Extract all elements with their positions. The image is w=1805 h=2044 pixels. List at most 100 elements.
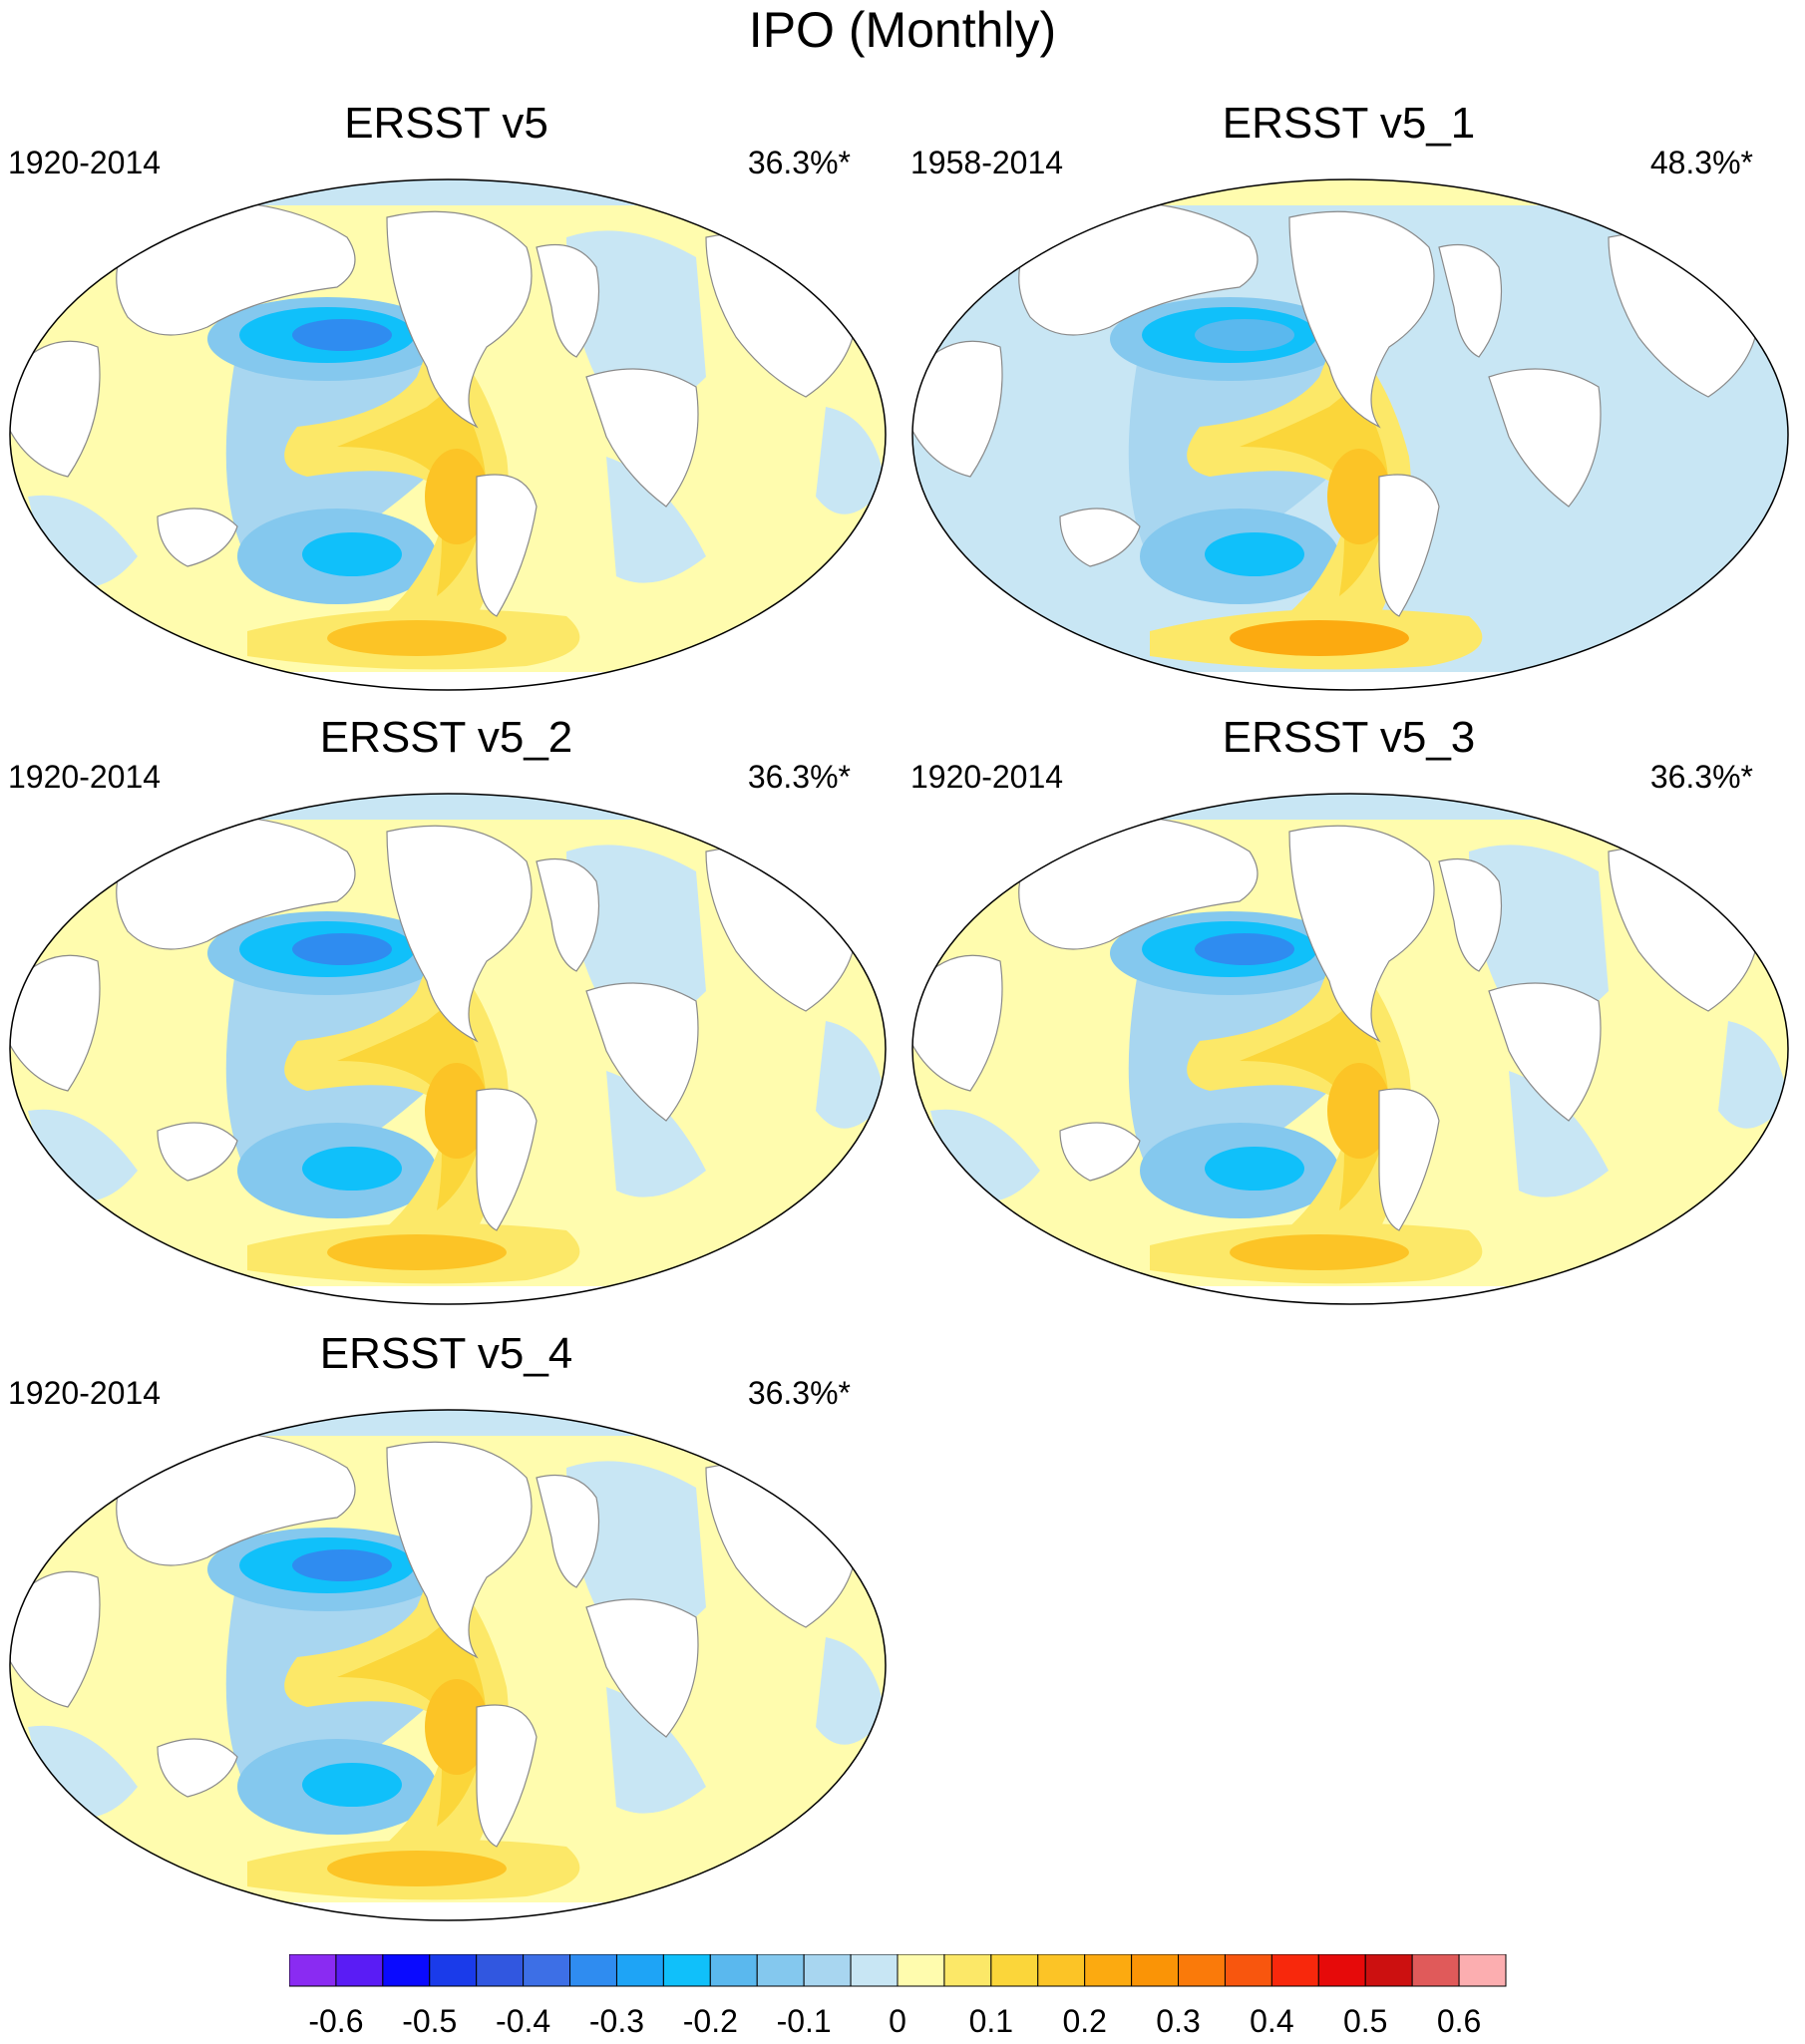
landmass	[1288, 825, 1435, 1043]
positive-anomaly-region	[337, 387, 487, 596]
map-panel: ERSST v5_1 1958-2014 48.3%*	[902, 100, 1795, 693]
positive-anomaly-region	[1240, 387, 1389, 596]
colorbar-bin	[850, 1954, 899, 1987]
negative-anomaly-region	[1509, 457, 1609, 583]
colorbar-tick-label: 0.1	[969, 2003, 1013, 2039]
antarctica	[10, 672, 886, 690]
landmass	[536, 243, 600, 358]
landmass	[585, 982, 699, 1122]
landmass	[585, 368, 699, 508]
landmass	[1059, 508, 1141, 567]
landmass	[1378, 474, 1440, 617]
colorbar-bin	[1178, 1954, 1226, 1987]
negative-anomaly-region	[816, 1637, 886, 1745]
period-label: 1958-2014	[910, 145, 1064, 180]
landmass	[386, 825, 533, 1043]
negative-anomaly-region	[302, 532, 402, 576]
positive-anomaly-region	[337, 1001, 487, 1210]
sst-pattern-map	[9, 793, 887, 1305]
landmass	[1438, 857, 1502, 972]
colorbar-bin	[1458, 1954, 1507, 1987]
colorbar-bin	[1364, 1954, 1413, 1987]
negative-anomaly-region	[302, 1763, 402, 1807]
antarctica	[912, 1286, 1788, 1304]
negative-anomaly-region	[1509, 1071, 1609, 1197]
arctic-band	[990, 179, 1708, 205]
landmass	[476, 1088, 538, 1231]
colorbar-bin	[523, 1954, 571, 1987]
negative-anomaly-region	[566, 230, 706, 413]
colorbar-bin	[615, 1954, 664, 1987]
panel-title: ERSST v5	[344, 99, 548, 148]
negative-anomaly-region	[816, 1021, 886, 1129]
arctic-band	[990, 794, 1708, 820]
landmass	[10, 954, 101, 1092]
panel-title: ERSST v5_3	[1222, 713, 1476, 762]
negative-anomaly-region	[1205, 532, 1304, 576]
sst-pattern-map	[9, 1409, 887, 1921]
colorbar-tick-label: -0.3	[589, 2003, 644, 2039]
arctic-band	[88, 1410, 806, 1436]
landmass	[386, 210, 533, 429]
colorbar-bin	[1317, 1954, 1366, 1987]
panel-title: ERSST v5_1	[1222, 99, 1476, 148]
landmass	[536, 1474, 600, 1588]
negative-anomaly-region	[1469, 230, 1609, 413]
colorbar-bin	[1224, 1954, 1272, 1987]
colorbar-bin	[803, 1954, 852, 1987]
colorbar-tick-label: -0.6	[308, 2003, 363, 2039]
positive-anomaly-region	[337, 1617, 487, 1827]
period-label: 1920-2014	[8, 1375, 162, 1411]
landmass	[585, 1598, 699, 1738]
map-border	[9, 1409, 887, 1921]
colorbar-tick-label: -0.1	[777, 2003, 832, 2039]
landmass	[10, 340, 101, 478]
landmass	[157, 508, 238, 567]
colorbar-bin	[709, 1954, 758, 1987]
landmass	[912, 954, 1003, 1092]
colorbar-tick-label: 0.4	[1250, 2003, 1293, 2039]
colorbar-bin	[335, 1954, 384, 1987]
panel-title: ERSST v5_2	[319, 713, 573, 762]
negative-anomaly-region	[292, 319, 392, 351]
positive-anomaly-region	[1327, 449, 1391, 544]
colorbar: -0.6 -0.5 -0.4 -0.3 -0.2 -0.1 0 0.1 0.2 0.3 0.4 0.5…	[289, 1954, 1507, 2039]
antarctica	[912, 672, 1788, 690]
negative-anomaly-region	[1205, 1147, 1304, 1191]
colorbar-tick-label: 0.6	[1437, 2003, 1481, 2039]
colorbar-tick-label: -0.5	[402, 2003, 457, 2039]
sst-pattern-map	[911, 178, 1789, 691]
positive-anomaly-region	[327, 620, 507, 656]
colorbar-bin	[382, 1954, 431, 1987]
positive-anomaly-region	[327, 1851, 507, 1886]
landmass	[1438, 243, 1502, 358]
landmass	[10, 1570, 101, 1708]
landmass	[1059, 1122, 1141, 1182]
colorbar-bin	[756, 1954, 805, 1987]
colorbar-bin	[1270, 1954, 1319, 1987]
arctic-band	[88, 794, 806, 820]
positive-anomaly-region	[1327, 1063, 1391, 1159]
variance-label: 36.3%*	[747, 145, 851, 180]
negative-anomaly-region	[1718, 407, 1788, 514]
colorbar-bin	[990, 1954, 1039, 1987]
landmass	[476, 1704, 538, 1848]
period-label: 1920-2014	[910, 759, 1064, 795]
colorbar-tick-label: -0.4	[496, 2003, 550, 2039]
antarctica	[10, 1286, 886, 1304]
antarctica	[10, 1902, 886, 1920]
map-border	[911, 178, 1789, 691]
colorbar-tick-label: 0.3	[1156, 2003, 1200, 2039]
figure-title: IPO (Monthly)	[748, 2, 1057, 58]
variance-label: 36.3%*	[747, 1375, 851, 1411]
landmass	[912, 340, 1003, 478]
negative-anomaly-region	[816, 407, 886, 514]
map-border	[911, 793, 1789, 1305]
landmass	[157, 1738, 238, 1798]
colorbar-bin	[569, 1954, 617, 1987]
variance-label: 36.3%*	[1649, 759, 1753, 795]
colorbar-bin	[1037, 1954, 1086, 1987]
negative-anomaly-region	[1469, 845, 1609, 1027]
colorbar-tick-label: 0.5	[1343, 2003, 1387, 2039]
colorbar-bin	[1131, 1954, 1180, 1987]
